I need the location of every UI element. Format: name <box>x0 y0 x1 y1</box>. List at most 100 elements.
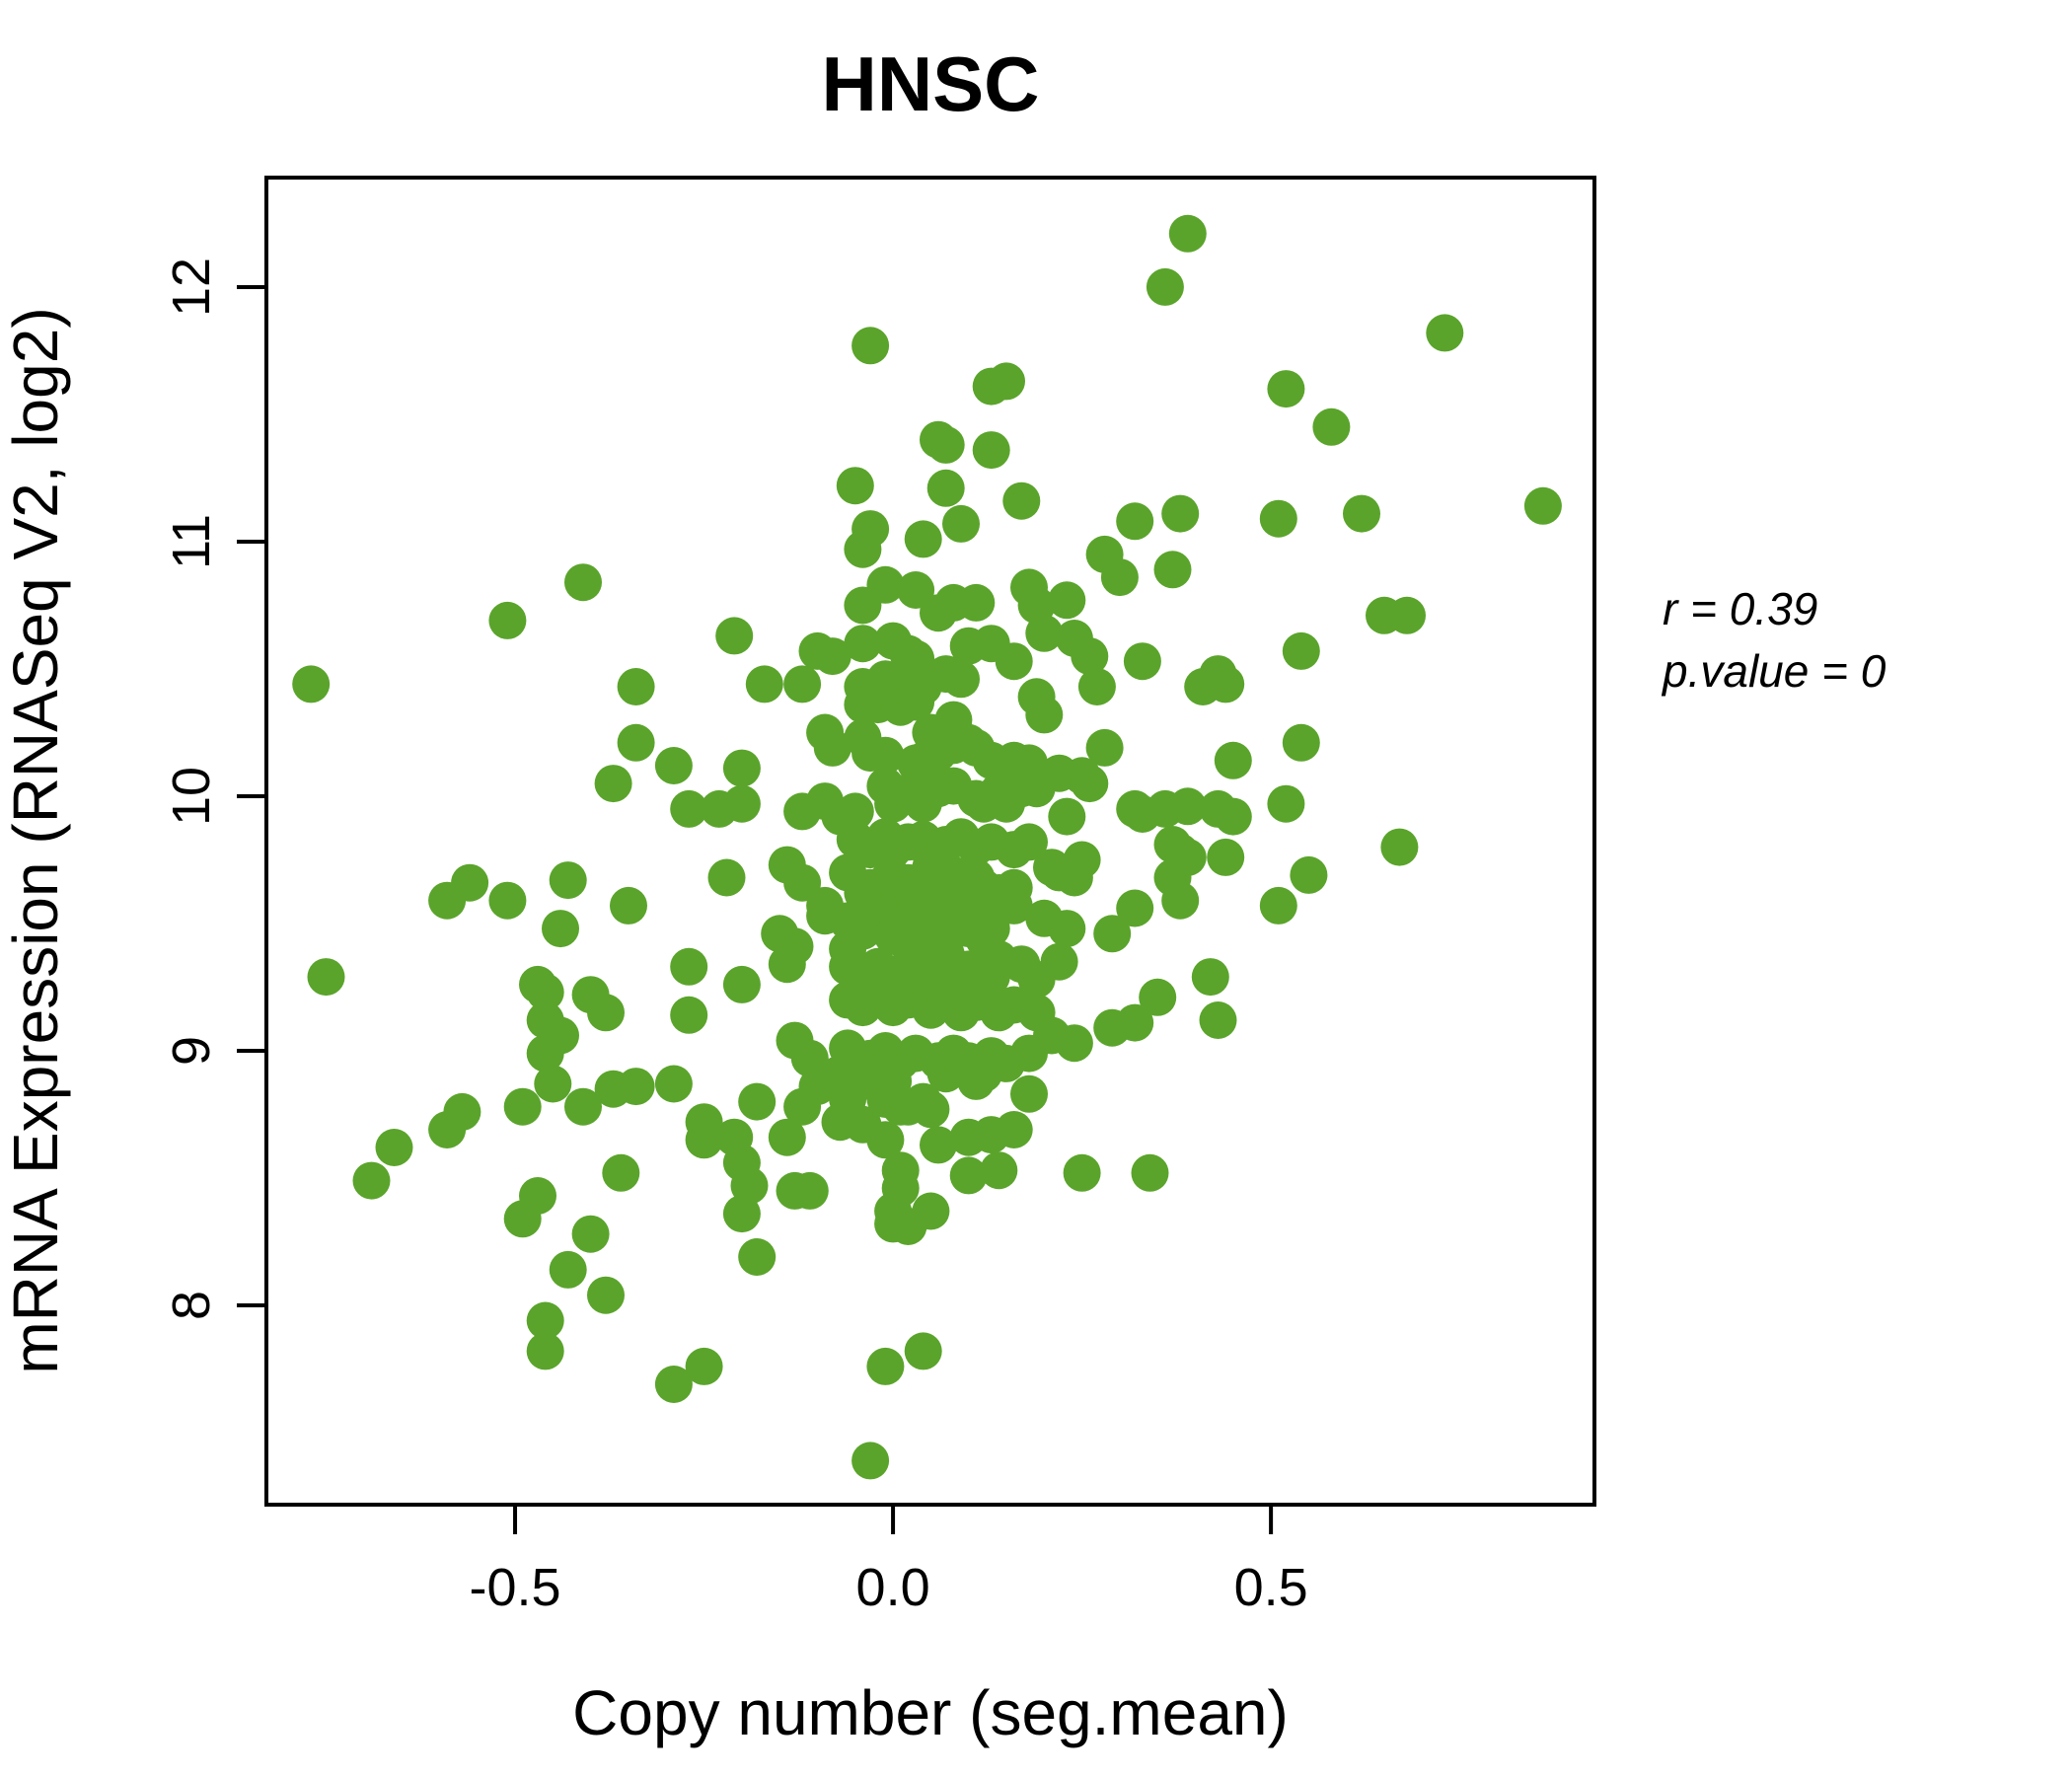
data-point <box>722 749 761 787</box>
annotation-r-value: r = 0.39 <box>1663 583 1817 634</box>
data-point <box>897 683 935 721</box>
data-point <box>594 765 632 803</box>
data-point <box>866 1121 905 1159</box>
y-axis-label: mRNA Expression (RNASeq V2, log2) <box>0 307 71 1373</box>
x-axis-label: Copy number (seg.mean) <box>572 1677 1289 1748</box>
data-point <box>526 1034 564 1073</box>
data-point <box>783 863 822 902</box>
y-tick-label: 12 <box>162 258 221 317</box>
data-point <box>926 934 965 973</box>
data-point <box>995 1111 1033 1148</box>
data-point <box>1040 942 1078 981</box>
data-point <box>542 910 579 948</box>
data-point <box>844 625 882 663</box>
data-point <box>851 1442 890 1480</box>
data-point <box>617 1068 655 1106</box>
data-point <box>1282 723 1320 762</box>
data-point <box>972 431 1010 470</box>
data-point <box>1146 267 1184 306</box>
data-point <box>549 861 587 900</box>
data-point <box>957 583 996 622</box>
data-point <box>1048 910 1086 948</box>
data-point <box>564 563 602 602</box>
data-point <box>768 1118 806 1156</box>
data-point <box>836 792 874 831</box>
y-tick-label: 10 <box>162 767 221 826</box>
data-point <box>1168 787 1207 826</box>
data-point <box>768 945 806 984</box>
data-point <box>1267 784 1305 823</box>
data-point <box>1214 741 1252 779</box>
data-point <box>1116 1003 1154 1042</box>
data-point <box>844 530 882 568</box>
data-point <box>1426 314 1464 352</box>
data-point <box>503 1200 542 1238</box>
data-point <box>352 1161 391 1200</box>
data-point <box>1085 728 1124 767</box>
data-point <box>1093 915 1132 953</box>
data-point <box>790 1039 829 1077</box>
data-point <box>988 784 1025 823</box>
data-point <box>926 469 965 507</box>
data-point <box>1010 1074 1048 1113</box>
data-point <box>1048 581 1086 620</box>
data-point <box>654 1065 693 1103</box>
data-point <box>503 1087 542 1126</box>
axis-ticks: -0.5 0.0 0.5 8 9 10 11 12 <box>162 258 1308 1617</box>
data-point <box>988 362 1025 401</box>
data-point <box>920 594 957 632</box>
data-point <box>602 1153 640 1192</box>
data-point <box>1290 855 1328 894</box>
data-point <box>881 907 920 945</box>
data-point <box>1025 696 1064 734</box>
data-point <box>1071 765 1109 803</box>
data-point <box>904 520 942 558</box>
data-point <box>1077 668 1116 705</box>
data-point <box>1123 795 1161 833</box>
data-point <box>972 884 1010 923</box>
data-point <box>587 994 625 1032</box>
data-point <box>428 1111 467 1148</box>
data-point <box>738 1238 777 1276</box>
data-point <box>1048 797 1086 836</box>
data-point <box>654 747 693 784</box>
data-point <box>1207 838 1245 876</box>
data-point <box>1259 886 1297 925</box>
y-tick-label: 8 <box>162 1291 221 1320</box>
data-point <box>1207 665 1245 703</box>
data-point <box>745 665 783 703</box>
data-point <box>1312 407 1351 446</box>
data-point <box>829 929 867 968</box>
data-point <box>866 736 905 775</box>
chart-title: HNSC <box>821 40 1039 127</box>
data-point <box>670 789 708 828</box>
data-point <box>1010 823 1048 861</box>
data-point <box>1282 631 1320 670</box>
data-point <box>1063 1153 1101 1192</box>
data-point <box>1055 1024 1093 1063</box>
data-point <box>995 642 1033 681</box>
data-point <box>942 660 980 699</box>
data-point <box>610 886 647 925</box>
data-point <box>836 467 874 505</box>
data-point <box>488 601 527 639</box>
y-tick-label: 9 <box>162 1036 221 1066</box>
data-point <box>904 784 942 823</box>
data-point <box>587 1276 625 1314</box>
data-point <box>707 858 746 897</box>
data-point <box>715 617 754 655</box>
data-point <box>1199 1001 1237 1039</box>
data-point <box>526 1332 564 1370</box>
data-point <box>920 1126 957 1164</box>
data-point <box>670 947 708 986</box>
data-point <box>790 1171 829 1210</box>
data-point <box>783 665 822 703</box>
data-point <box>1523 486 1562 525</box>
data-point <box>813 728 851 767</box>
x-tick-label: 0.0 <box>856 1558 930 1617</box>
data-point <box>526 1301 564 1340</box>
data-point <box>1161 494 1200 533</box>
data-point <box>851 327 890 365</box>
data-point <box>1002 481 1041 520</box>
